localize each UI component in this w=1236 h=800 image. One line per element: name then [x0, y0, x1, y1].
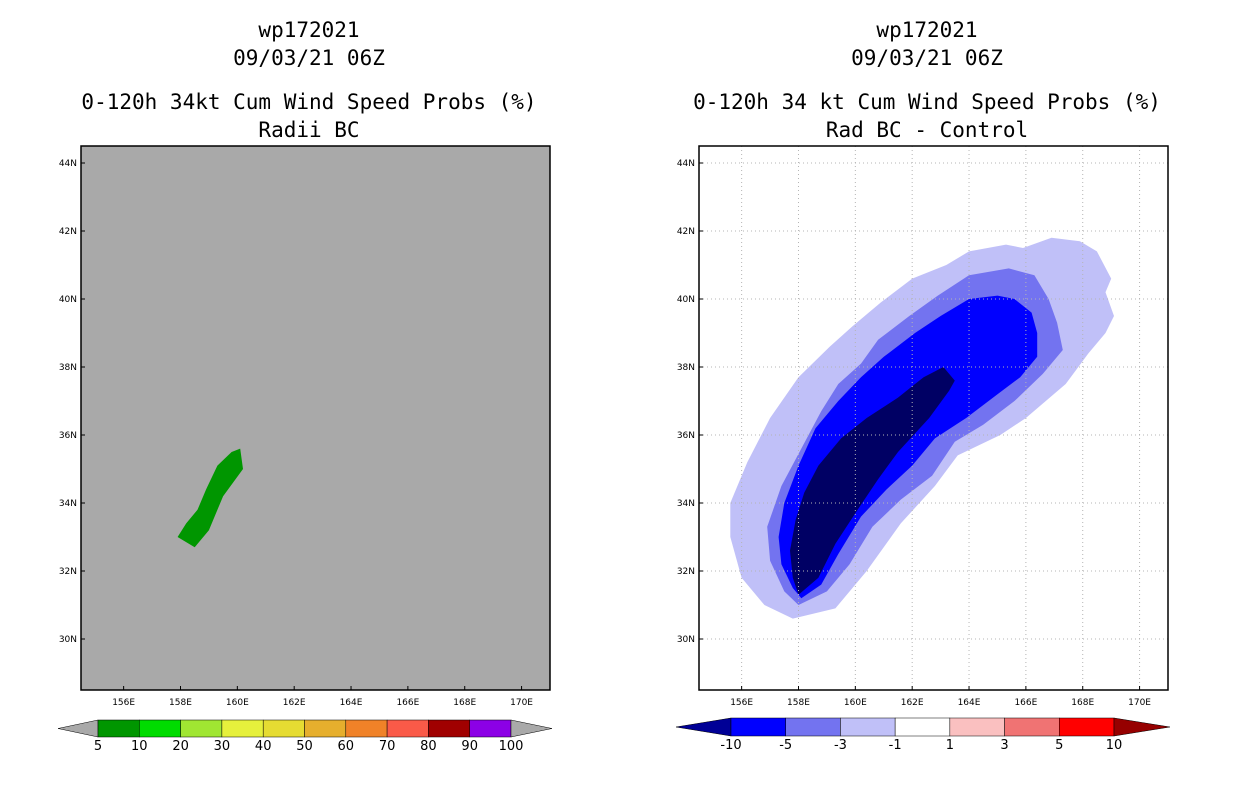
colorbar-swatch — [304, 719, 347, 738]
colorbar-swatch — [894, 717, 951, 737]
chart-svg-right: 156E 158E 160E 162E 164E 166E 168E 170E30N32N34… — [675, 145, 1171, 753]
colorbar-label: 5 — [1055, 738, 1063, 753]
y-tick-label: 30N — [59, 635, 77, 645]
colorbar-label: 40 — [255, 739, 272, 754]
y-tick-label: 32N — [59, 567, 77, 577]
x-tick-label: 168E — [453, 698, 476, 708]
colorbar-swatch — [949, 717, 1005, 737]
colorbar-label: 70 — [379, 739, 396, 754]
y-tick-label: 40N — [677, 295, 695, 305]
colorbar-swatch — [180, 719, 223, 738]
colorbar-swatch — [139, 719, 181, 738]
y-tick-label: 32N — [677, 567, 695, 577]
x-tick-label: 162E — [901, 698, 924, 708]
colorbar-swatch — [1059, 717, 1115, 737]
y-tick-label: 30N — [677, 635, 695, 645]
colorbar-extend-low — [675, 717, 732, 737]
colorbar-label: 60 — [338, 739, 355, 754]
x-tick-label: 162E — [283, 698, 306, 708]
colorbar-swatch — [840, 717, 896, 737]
x-tick-label: 156E — [112, 698, 135, 708]
right-chart-panel: wp172021 09/03/21 06Z 0-120h 34 kt Cum W… — [618, 0, 1236, 800]
colorbar-swatch — [221, 719, 264, 738]
chart-title-date: 09/03/21 06Z — [233, 46, 385, 70]
colorbar-swatch — [428, 719, 470, 738]
chart-subtitle: Radii BC — [258, 118, 360, 142]
colorbar-label: 5 — [94, 739, 102, 754]
y-tick-label: 36N — [677, 431, 695, 441]
colorbar-swatch — [97, 719, 140, 738]
x-tick-label: 168E — [1071, 698, 1094, 708]
colorbar-label: 80 — [420, 739, 437, 754]
colorbar-label: -10 — [720, 738, 741, 753]
colorbar-swatch — [785, 717, 841, 737]
colorbar-label: -1 — [889, 738, 902, 753]
chart-title-storm-id: wp172021 — [258, 18, 360, 42]
chart-title-date: 09/03/21 06Z — [851, 46, 1003, 70]
x-tick-label: 164E — [340, 698, 363, 708]
x-tick-label: 156E — [730, 698, 753, 708]
y-tick-label: 42N — [677, 227, 695, 237]
colorbar-label: 30 — [214, 739, 231, 754]
x-tick-label: 164E — [958, 698, 981, 708]
x-tick-label: 158E — [169, 698, 192, 708]
contour-region — [177, 448, 243, 548]
colorbar-label: 50 — [296, 739, 313, 754]
y-tick-label: 34N — [677, 499, 695, 509]
colorbar-label: 20 — [172, 739, 189, 754]
colorbar-label: 1 — [946, 738, 954, 753]
colorbar-swatch — [386, 719, 429, 738]
chart-title-storm-id: wp172021 — [876, 18, 978, 42]
y-tick-label: 34N — [59, 499, 77, 509]
colorbar-extend-high — [1113, 717, 1171, 737]
colorbar-swatch — [730, 717, 786, 737]
x-tick-label: 158E — [787, 698, 810, 708]
chart-svg-left: 156E 158E 160E 162E 164E 166E 168E 170E 30N 32N 34… — [57, 145, 553, 754]
y-tick-label: 40N — [59, 295, 77, 305]
y-tick-label: 44N — [677, 159, 695, 169]
y-tick-label: 38N — [59, 363, 77, 373]
x-tick-label: 170E — [1128, 698, 1151, 708]
x-tick-label: 166E — [1014, 698, 1037, 708]
contour-region — [790, 367, 955, 595]
colorbar-label: 3 — [1000, 738, 1008, 753]
colorbar-extend-high — [510, 719, 553, 738]
y-tick-label: 36N — [59, 431, 77, 441]
colorbar-extend-low — [57, 719, 99, 738]
colorbar-swatch — [469, 719, 512, 738]
plot-frame — [698, 145, 1169, 691]
x-tick-label: 166E — [396, 698, 419, 708]
plot-background — [81, 146, 550, 690]
left-chart-panel: wp172021 09/03/21 06Z 0-120h 34kt Cum Wi… — [57, 18, 553, 754]
colorbar-swatch — [262, 719, 305, 738]
colorbar-label: 100 — [499, 739, 524, 754]
colorbar-label: 10 — [1106, 738, 1123, 753]
colorbar-label: 10 — [131, 739, 148, 754]
chart-title-product: 0-120h 34kt Cum Wind Speed Probs (%) — [81, 90, 537, 114]
x-tick-label: 160E — [226, 698, 249, 708]
colorbar-swatch — [345, 719, 388, 738]
x-tick-label: 170E — [510, 698, 533, 708]
colorbar-label: -3 — [834, 738, 847, 753]
chart-title-product: 0-120h 34 kt Cum Wind Speed Probs (%) — [693, 90, 1161, 114]
plot-frame — [80, 145, 551, 691]
colorbar-label: -5 — [779, 738, 792, 753]
y-tick-label: 44N — [59, 159, 77, 169]
colorbar-label: 90 — [461, 739, 478, 754]
x-tick-label: 160E — [844, 698, 867, 708]
y-tick-label: 38N — [677, 363, 695, 373]
y-tick-label: 42N — [59, 227, 77, 237]
chart-subtitle: Rad BC - Control — [825, 118, 1029, 142]
colorbar-swatch — [1004, 717, 1060, 737]
